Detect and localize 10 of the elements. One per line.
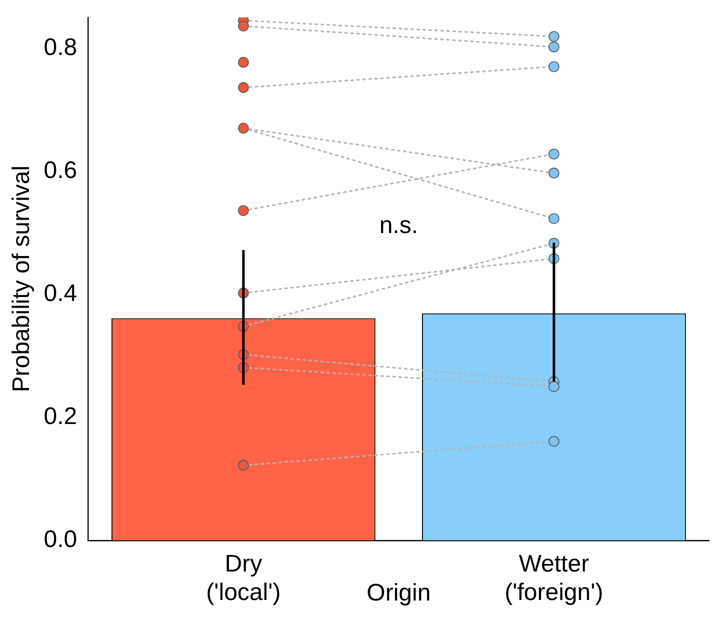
- annotation: n.s.: [379, 212, 418, 240]
- x-tick-label: Wetter ('foreign'): [504, 550, 604, 606]
- y-tick-label: 0.2: [44, 402, 78, 430]
- y-tick-label: 0.4: [44, 280, 78, 307]
- y-tick-label: 0.8: [44, 34, 78, 61]
- x-axis-title: Origin: [366, 580, 431, 607]
- x-tick-label: Dry ('local'): [206, 550, 281, 606]
- y-tick-label: 0.6: [44, 156, 78, 184]
- y-tick-label: 0.0: [44, 526, 78, 554]
- y-axis-title: Probability of survival: [8, 166, 36, 392]
